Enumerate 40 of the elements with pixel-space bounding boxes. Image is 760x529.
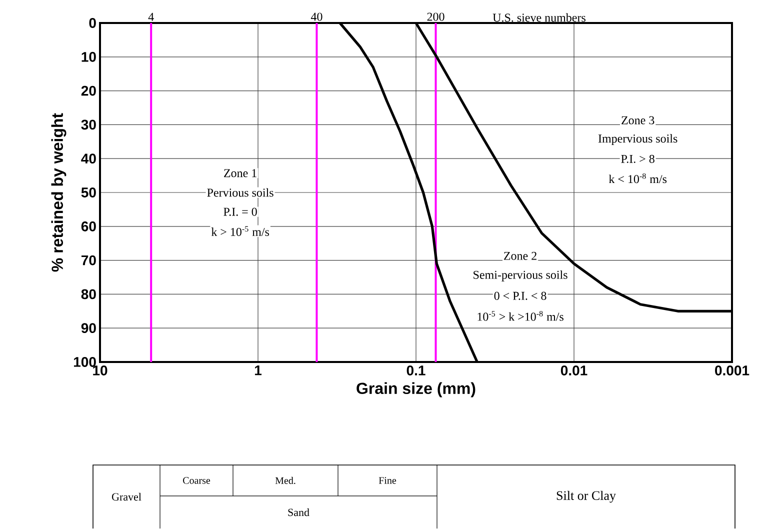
y-tick-label: 40 [81, 154, 96, 164]
y-tick-label: 90 [81, 323, 96, 334]
y-tick-label: 10 [82, 52, 96, 62]
annotation: Semi-pervious soils [474, 270, 568, 282]
annotation: Pervious soils [207, 188, 274, 197]
y-tick-label: 0 [89, 18, 96, 28]
annotation: P.I. = 0 [224, 208, 257, 216]
annotation: 4 [148, 12, 154, 21]
annotation: P.I. > 8 [621, 154, 654, 164]
text: Coarse [183, 477, 210, 484]
annotation: Impervious soils [598, 134, 678, 146]
x-tick-label: 10 [93, 366, 108, 376]
x-tick-label: 0.1 [406, 366, 426, 376]
y-tick-label: 80 [81, 289, 96, 300]
annotation: k < 10$^{-8}$ m/s [608, 173, 667, 184]
annotation: Zone 3 [622, 116, 654, 124]
y-tick-label: 100 [74, 357, 96, 367]
annotation: k > 10$^{-5}$ m/s [211, 226, 270, 236]
x-tick-label: 0.001 [715, 366, 750, 376]
y-tick-label: 30 [81, 120, 96, 130]
text: U.S. sieve numbers [492, 13, 586, 22]
annotation: Zone 1 [224, 169, 256, 178]
text: Gravel [112, 492, 142, 501]
x-tick-label: 1 [254, 366, 262, 376]
x-tick-label: 0.01 [560, 366, 588, 376]
y-tick-label: 60 [81, 221, 96, 232]
y-tick-label: 20 [81, 86, 96, 96]
text: Sand [288, 508, 310, 516]
annotation: 40 [310, 12, 322, 21]
annotation: Zone 2 [504, 252, 536, 260]
text: Silt or Clay [556, 490, 616, 503]
x-axis-title: Grain size (mm) [356, 382, 476, 398]
annotation: 0 < P.I. < 8 [494, 292, 546, 300]
annotation: 10$^{-5}$ > k >10$^{-8}$ m/s [478, 310, 564, 321]
y-axis-title: % retained by weight [51, 113, 66, 272]
y-tick-label: 50 [81, 188, 96, 198]
annotation: 200 [427, 12, 444, 21]
text: Fine [378, 477, 396, 484]
y-tick-label: 70 [81, 255, 96, 266]
text: Med. [275, 476, 296, 484]
